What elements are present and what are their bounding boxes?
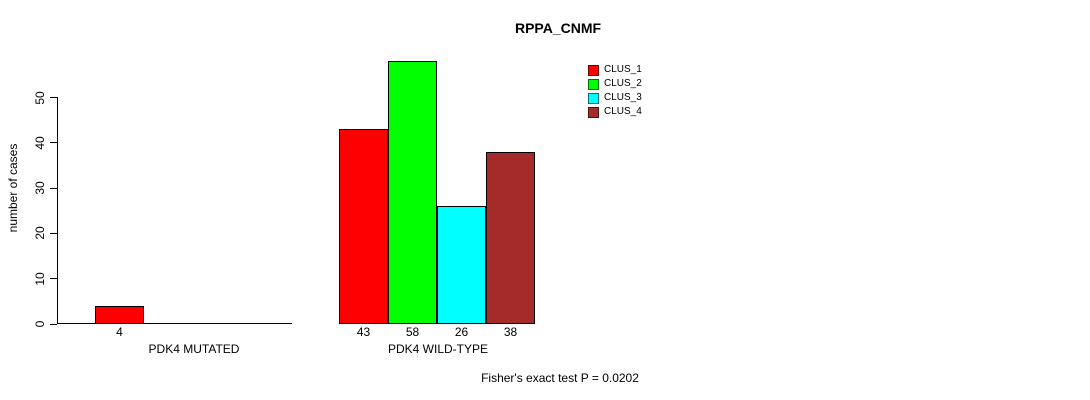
chart-title: RPPA_CNMF <box>514 20 602 36</box>
bar-value-label: 26 <box>454 325 469 339</box>
y-axis-tick-label: 0 <box>33 320 47 328</box>
bar-clus_1 <box>339 129 388 324</box>
legend-label: CLUS_3 <box>604 92 642 103</box>
group-label-mutated: PDK4 MUTATED <box>148 342 240 356</box>
y-axis-tick-label: 20 <box>33 226 47 241</box>
legend-swatch-clus_2 <box>588 78 599 90</box>
legend-label: CLUS_4 <box>604 106 642 117</box>
legend-label: CLUS_1 <box>604 64 642 75</box>
bar-value-label: 38 <box>503 325 518 339</box>
y-axis-tick-label: 50 <box>33 90 47 105</box>
bar-clus_4 <box>486 151 535 324</box>
y-axis-tick <box>50 142 57 144</box>
legend-swatch-clus_3 <box>588 92 599 104</box>
bar-clus_1 <box>95 305 144 324</box>
bar-clus_3 <box>437 206 486 324</box>
legend-item: CLUS_3 <box>588 92 642 104</box>
legend-item: CLUS_2 <box>588 78 642 90</box>
y-axis-tick <box>50 187 57 189</box>
legend-swatch-clus_4 <box>588 106 599 118</box>
x-axis-zero-line <box>57 323 292 324</box>
y-axis-tick-label: 30 <box>33 181 47 195</box>
bar-clus_2 <box>388 61 437 324</box>
y-axis-tick <box>50 232 57 234</box>
annotation-fisher-test: Fisher's exact test P = 0.0202 <box>481 371 639 385</box>
y-axis-tick-label: 40 <box>33 136 47 150</box>
bar-value-label: 58 <box>405 325 420 339</box>
y-axis-tick <box>50 97 57 98</box>
legend-swatch-clus_1 <box>588 64 599 76</box>
y-axis-label: number of cases <box>6 143 20 233</box>
group-label-wildtype: PDK4 WILD-TYPE <box>387 342 489 356</box>
y-axis-tick <box>50 278 57 280</box>
y-axis-line <box>57 97 58 324</box>
legend-label: CLUS_2 <box>604 78 642 89</box>
bar-value-label: 43 <box>356 325 371 339</box>
y-axis-tick <box>50 323 57 325</box>
y-axis-tick-label: 10 <box>33 272 47 286</box>
bar-value-label: 4 <box>116 325 123 339</box>
legend-item: CLUS_4 <box>588 106 642 118</box>
legend-item: CLUS_1 <box>588 64 642 76</box>
